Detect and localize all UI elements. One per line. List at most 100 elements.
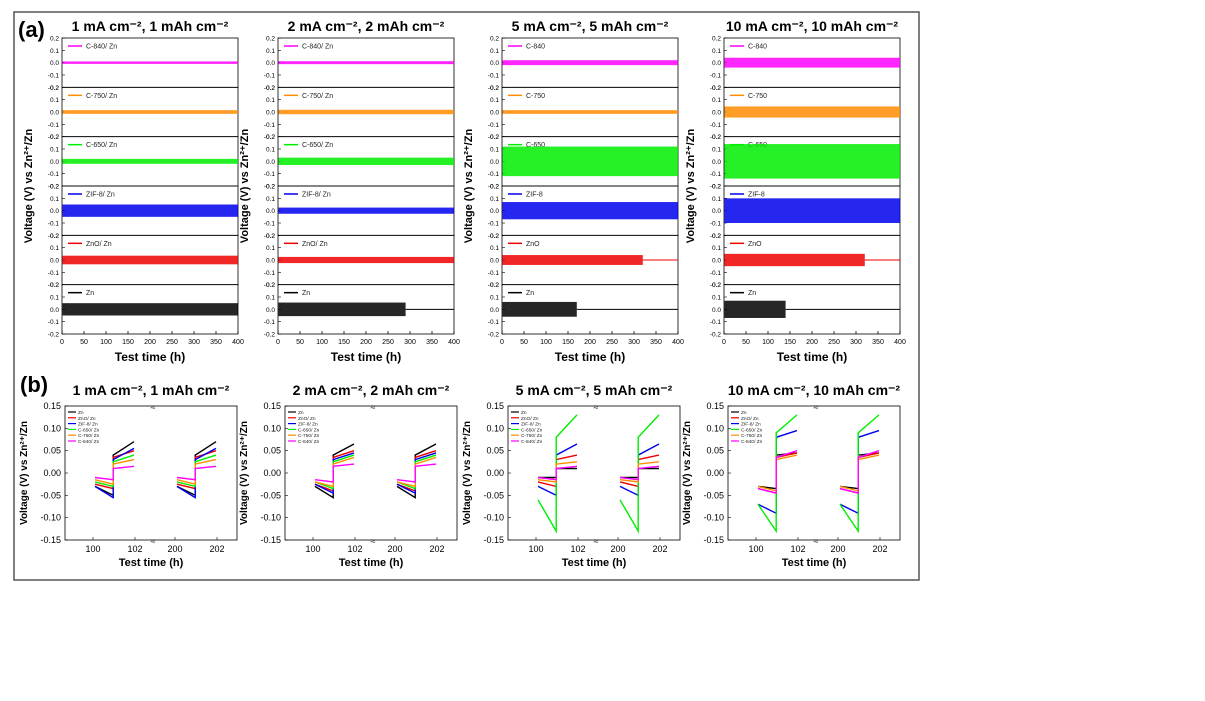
x-tick-label: 200 — [806, 339, 818, 346]
y-tick-label: 0.10 — [43, 423, 61, 433]
y-tick-label: -0.15 — [260, 535, 281, 545]
y-tick-label: -0.15 — [483, 535, 504, 545]
y-tick-label: -0.2 — [488, 184, 500, 191]
y-tick-label: 0.1 — [266, 97, 275, 104]
y-axis-label: Voltage (V) vs Zn²⁺/Zn — [239, 421, 250, 525]
y-tick-label: 0.2 — [266, 282, 275, 289]
x-tick-label: 202 — [429, 544, 444, 554]
series-line — [619, 465, 660, 481]
legend-label: ZnO/ Zn — [741, 416, 759, 422]
y-tick-label: 0.2 — [50, 233, 59, 240]
legend-label: ZIF-8/ Zn — [298, 422, 318, 428]
x-axis-label: Test time (h) — [331, 350, 401, 364]
series-line — [176, 465, 217, 481]
x-tick-label: 200 — [610, 544, 625, 554]
y-tick-label: -0.1 — [264, 122, 276, 129]
x-tick-label: 400 — [894, 339, 906, 346]
y-tick-label: 0.2 — [712, 134, 721, 141]
y-tick-label: 0.10 — [486, 423, 504, 433]
x-tick-label: 150 — [122, 339, 134, 346]
y-tick-label: 0.0 — [50, 110, 59, 117]
legend-label: Zn — [748, 290, 756, 297]
legend-label: ZIF-8/ Zn — [521, 422, 541, 428]
voltage-band — [278, 302, 406, 317]
y-tick-label: -0.1 — [264, 221, 276, 228]
y-tick-label: 0.2 — [266, 233, 275, 240]
y-tick-label: 0.1 — [490, 196, 499, 203]
y-tick-label: -0.2 — [710, 233, 722, 240]
voltage-band — [278, 207, 454, 214]
y-tick-label: 0.2 — [50, 36, 59, 43]
y-tick-label: -0.2 — [264, 332, 276, 339]
x-tick-label: 300 — [404, 339, 416, 346]
axis-break: ≈ — [814, 402, 819, 412]
x-tick-label: 350 — [650, 339, 662, 346]
axis-break: ≈ — [151, 536, 156, 546]
y-tick-label: -0.2 — [710, 184, 722, 191]
legend-label: ZnO/ Zn — [86, 241, 112, 248]
legend-label: ZnO/ Zn — [521, 416, 539, 422]
voltage-band — [724, 300, 786, 318]
axis-break: ≈ — [371, 402, 376, 412]
y-tick-label: -0.05 — [260, 490, 281, 500]
y-tick-label: 0.2 — [490, 184, 499, 191]
series-line — [619, 414, 660, 534]
legend-label: C-650/ Zn — [741, 427, 763, 433]
voltage-band — [724, 253, 865, 267]
y-tick-label: 0.05 — [706, 446, 724, 456]
legend-label: C-840 — [748, 44, 767, 51]
voltage-band — [724, 57, 900, 68]
y-tick-label: 0.1 — [266, 295, 275, 302]
y-tick-label: -0.1 — [48, 221, 60, 228]
y-tick-label: 0.1 — [712, 97, 721, 104]
chart-title: 1 mA cm⁻², 1 mAh cm⁻² — [72, 18, 229, 34]
y-tick-label: -0.2 — [48, 184, 60, 191]
x-tick-label: 102 — [347, 544, 362, 554]
voltage-band — [724, 144, 900, 179]
y-tick-label: 0.05 — [486, 446, 504, 456]
y-axis-label: Voltage (V) vs Zn²⁺/Zn — [239, 129, 251, 244]
x-tick-label: 250 — [382, 339, 394, 346]
voltage-band — [62, 61, 238, 64]
chart-a-4: 10 mA cm⁻², 10 mAh cm⁻² Test time (h) Volt… — [685, 18, 906, 364]
chart-b-1: 1 mA cm⁻², 1 mAh cm⁻² Test time (h) Voltag… — [19, 382, 238, 569]
y-tick-label: 0.0 — [266, 307, 275, 314]
y-tick-label: -0.1 — [264, 73, 276, 80]
y-tick-label: 0.1 — [712, 48, 721, 55]
y-axis-label: Voltage (V) vs Zn²⁺/Zn — [685, 129, 697, 244]
y-tick-label: 0.1 — [490, 295, 499, 302]
y-tick-label: -0.10 — [40, 513, 61, 523]
y-tick-label: 0.2 — [50, 282, 59, 289]
legend-label: C-840/ Zn — [741, 439, 763, 445]
voltage-band — [62, 110, 238, 114]
voltage-band — [278, 157, 454, 166]
chart-a-2: 2 mA cm⁻², 2 mAh cm⁻² Test time (h) Voltag… — [239, 18, 460, 364]
y-tick-label: -0.1 — [264, 319, 276, 326]
x-tick-label: 102 — [570, 544, 585, 554]
panel-a-label: (a) — [18, 17, 45, 42]
chart-title: 2 mA cm⁻², 2 mAh cm⁻² — [293, 382, 450, 398]
x-tick-label: 202 — [652, 544, 667, 554]
y-tick-label: -0.1 — [710, 171, 722, 178]
axis-break: ≈ — [594, 402, 599, 412]
chart-title: 5 mA cm⁻², 5 mAh cm⁻² — [512, 18, 669, 34]
y-tick-label: -0.1 — [48, 171, 60, 178]
y-tick-label: -0.1 — [48, 319, 60, 326]
charts-area: 1 mA cm⁻², 1 mAh cm⁻² Test time (h) Voltag… — [19, 18, 906, 569]
y-tick-label: 0.0 — [490, 110, 499, 117]
legend-label: C-840/ Zn — [521, 439, 543, 445]
x-tick-label: 102 — [127, 544, 142, 554]
x-tick-label: 400 — [672, 339, 684, 346]
voltage-band — [278, 109, 454, 115]
y-tick-label: 0.2 — [490, 233, 499, 240]
x-tick-label: 150 — [784, 339, 796, 346]
x-tick-label: 0 — [722, 339, 726, 346]
y-tick-label: 0.2 — [712, 36, 721, 43]
legend-label: Zn — [78, 410, 84, 416]
y-tick-label: -0.2 — [48, 282, 60, 289]
y-tick-label: 0.0 — [50, 159, 59, 166]
y-tick-label: 0.2 — [50, 85, 59, 92]
y-tick-label: -0.2 — [264, 184, 276, 191]
legend-label: ZnO — [526, 241, 540, 248]
voltage-band — [502, 202, 678, 220]
